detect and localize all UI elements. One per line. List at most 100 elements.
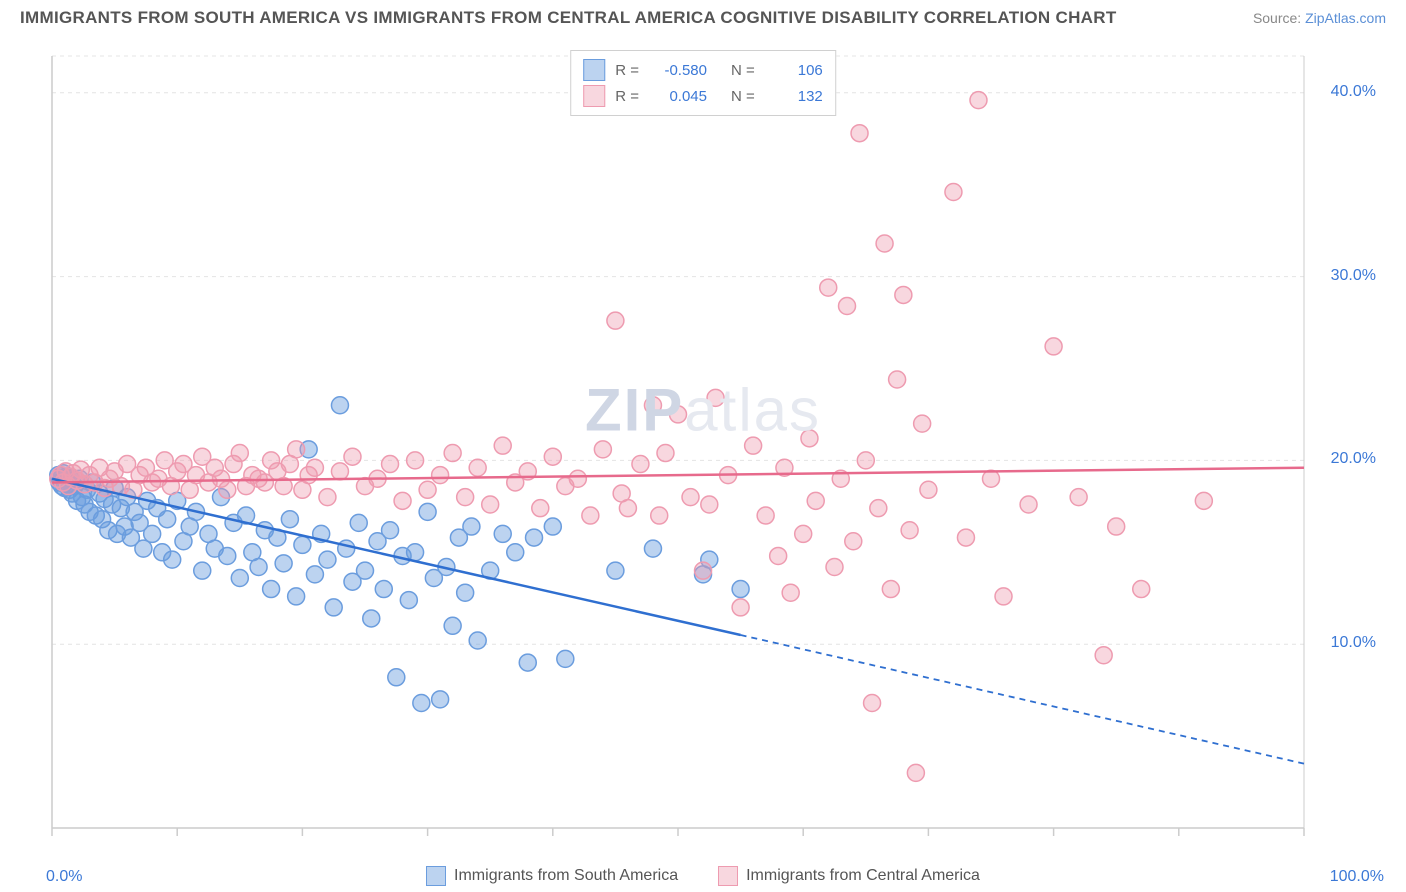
data-point bbox=[839, 297, 856, 314]
data-point bbox=[164, 551, 181, 568]
data-point bbox=[394, 492, 411, 509]
legend-series-label: Immigrants from South America bbox=[454, 867, 678, 885]
data-point bbox=[701, 496, 718, 513]
legend-series-label: Immigrants from Central America bbox=[746, 867, 980, 885]
legend-n-label: N = bbox=[731, 88, 755, 105]
y-tick-label: 30.0% bbox=[1331, 267, 1376, 285]
data-point bbox=[1045, 338, 1062, 355]
data-point bbox=[820, 279, 837, 296]
data-point bbox=[957, 529, 974, 546]
data-point bbox=[288, 588, 305, 605]
legend-row-central: R =0.045N =132 bbox=[583, 83, 823, 109]
data-point bbox=[413, 695, 430, 712]
data-point bbox=[407, 452, 424, 469]
data-point bbox=[795, 525, 812, 542]
chart-container bbox=[44, 48, 1386, 852]
data-point bbox=[864, 695, 881, 712]
data-point bbox=[619, 500, 636, 517]
data-point bbox=[288, 441, 305, 458]
data-point bbox=[419, 481, 436, 498]
series-legend: Immigrants from South America Immigrants … bbox=[0, 866, 1406, 886]
data-point bbox=[263, 581, 280, 598]
source-credit: Source: ZipAtlas.com bbox=[1253, 10, 1386, 26]
scatter-chart bbox=[44, 48, 1386, 852]
data-point bbox=[745, 437, 762, 454]
data-point bbox=[507, 544, 524, 561]
data-point bbox=[294, 536, 311, 553]
data-point bbox=[907, 764, 924, 781]
data-point bbox=[782, 584, 799, 601]
data-point bbox=[1108, 518, 1125, 535]
source-link[interactable]: ZipAtlas.com bbox=[1305, 10, 1386, 26]
y-tick-label: 20.0% bbox=[1331, 450, 1376, 468]
data-point bbox=[231, 445, 248, 462]
data-point bbox=[331, 397, 348, 414]
legend-n-label: N = bbox=[731, 62, 755, 79]
data-point bbox=[644, 540, 661, 557]
data-point bbox=[544, 518, 561, 535]
data-point bbox=[469, 632, 486, 649]
data-point bbox=[144, 525, 161, 542]
legend-swatch bbox=[583, 59, 605, 81]
data-point bbox=[275, 555, 292, 572]
data-point bbox=[457, 489, 474, 506]
legend-r-value: -0.580 bbox=[649, 62, 707, 79]
source-prefix: Source: bbox=[1253, 10, 1305, 26]
data-point bbox=[945, 184, 962, 201]
legend-n-value: 106 bbox=[765, 62, 823, 79]
data-point bbox=[494, 525, 511, 542]
correlation-legend: R =-0.580N =106R =0.045N =132 bbox=[570, 50, 836, 116]
data-point bbox=[644, 397, 661, 414]
legend-row-south: R = -0.580 N = 106 bbox=[583, 57, 823, 83]
data-point bbox=[632, 456, 649, 473]
data-point bbox=[857, 452, 874, 469]
data-point bbox=[319, 489, 336, 506]
data-point bbox=[557, 650, 574, 667]
data-point bbox=[582, 507, 599, 524]
data-point bbox=[914, 415, 931, 432]
data-point bbox=[682, 489, 699, 506]
data-point bbox=[1070, 489, 1087, 506]
legend-r-label: R = bbox=[615, 62, 639, 79]
data-point bbox=[159, 511, 176, 528]
legend-item-south: Immigrants from South America bbox=[426, 866, 678, 886]
y-tick-label: 40.0% bbox=[1331, 83, 1376, 101]
data-point bbox=[569, 470, 586, 487]
legend-r-value: 0.045 bbox=[649, 88, 707, 105]
data-point bbox=[1095, 647, 1112, 664]
data-point bbox=[732, 599, 749, 616]
legend-r-label: R = bbox=[615, 88, 639, 105]
legend-swatch bbox=[583, 85, 605, 107]
data-point bbox=[901, 522, 918, 539]
data-point bbox=[826, 558, 843, 575]
data-point bbox=[889, 371, 906, 388]
data-point bbox=[363, 610, 380, 627]
data-point bbox=[607, 312, 624, 329]
data-point bbox=[895, 286, 912, 303]
data-point bbox=[419, 503, 436, 520]
data-point bbox=[331, 463, 348, 480]
data-point bbox=[770, 547, 787, 564]
data-point bbox=[707, 389, 724, 406]
data-point bbox=[801, 430, 818, 447]
data-point bbox=[325, 599, 342, 616]
data-point bbox=[444, 445, 461, 462]
data-point bbox=[432, 467, 449, 484]
data-point bbox=[407, 544, 424, 561]
data-point bbox=[995, 588, 1012, 605]
data-point bbox=[306, 459, 323, 476]
chart-title: IMMIGRANTS FROM SOUTH AMERICA VS IMMIGRA… bbox=[20, 8, 1117, 28]
data-point bbox=[338, 540, 355, 557]
data-point bbox=[357, 562, 374, 579]
data-point bbox=[594, 441, 611, 458]
data-point bbox=[1020, 496, 1037, 513]
data-point bbox=[695, 562, 712, 579]
data-point bbox=[876, 235, 893, 252]
data-point bbox=[382, 522, 399, 539]
data-point bbox=[219, 481, 236, 498]
data-point bbox=[494, 437, 511, 454]
data-point bbox=[519, 654, 536, 671]
legend-swatch bbox=[426, 866, 446, 886]
data-point bbox=[400, 592, 417, 609]
data-point bbox=[457, 584, 474, 601]
